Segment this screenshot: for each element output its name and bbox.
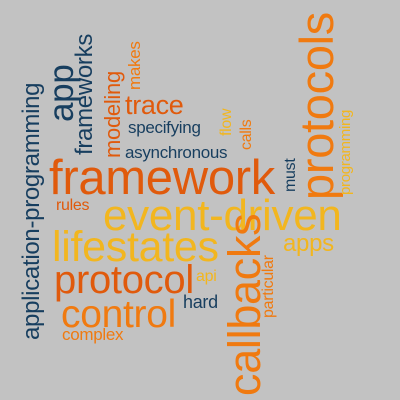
word-makes: makes xyxy=(125,41,144,90)
word-programming: programming xyxy=(337,109,354,195)
word-api: api xyxy=(196,268,217,285)
word-complex: complex xyxy=(62,325,124,344)
word-frameworks: frameworks xyxy=(71,33,98,155)
word-modeling: modeling xyxy=(100,71,125,158)
word-protocol: protocol xyxy=(54,258,194,302)
word-control: control xyxy=(61,293,176,336)
word-asynchronous: asynchronous xyxy=(125,143,228,162)
word-calls: calls xyxy=(238,119,255,150)
word-must: must xyxy=(282,158,299,192)
word-application-programming: application-programming xyxy=(18,82,45,340)
word-event-driven: event-driven xyxy=(103,191,342,240)
word-rules: rules xyxy=(56,197,90,214)
word-lifestates: lifestates xyxy=(52,223,219,271)
word-flow: flow xyxy=(218,108,235,136)
word-trace: trace xyxy=(125,90,184,120)
word-protocols: protocols xyxy=(290,11,343,200)
word-specifying: specifying xyxy=(128,118,201,137)
word-framework: framework xyxy=(49,151,276,205)
word-apps: apps xyxy=(283,230,334,257)
word-hard: hard xyxy=(183,292,218,312)
word-particular: particular xyxy=(260,255,277,318)
